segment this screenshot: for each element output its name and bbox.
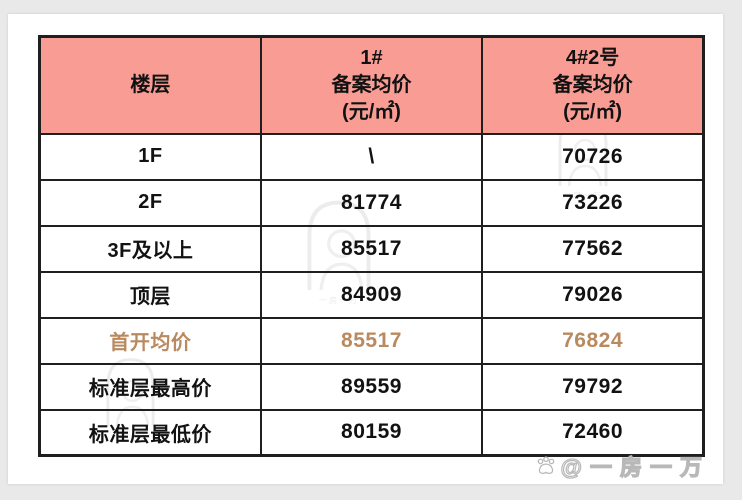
table-row-standard-floor-max: 标准层最高价 89559 79792 bbox=[38, 362, 705, 411]
paw-icon bbox=[537, 456, 554, 475]
table-row-top-floor: 顶层 84909 79026 bbox=[38, 270, 705, 319]
footer-watermark: @一房一万 bbox=[535, 450, 710, 482]
floor-label-cell: 3F及以上 bbox=[38, 224, 262, 273]
price-cell: 79792 bbox=[481, 362, 705, 411]
table-header-row: 楼层 1# 备案均价 (元/㎡) 4#2号 备案均价 (元/㎡) bbox=[38, 35, 705, 135]
content-card: 一房一万 一房一万 一房一万 楼层 1# 备案均价 ( bbox=[8, 14, 723, 484]
header-cell-floor: 楼层 bbox=[38, 35, 262, 135]
table-row-first-launch-avg: 首开均价 85517 76824 bbox=[38, 316, 705, 365]
table-row-3f-and-above: 3F及以上 85517 77562 bbox=[38, 224, 705, 273]
floor-label-cell: 顶层 bbox=[38, 270, 262, 319]
floor-label-cell: 2F bbox=[38, 178, 262, 227]
price-cell: 73226 bbox=[481, 178, 705, 227]
floor-label-cell: 标准层最高价 bbox=[38, 362, 262, 411]
price-table: 楼层 1# 备案均价 (元/㎡) 4#2号 备案均价 (元/㎡) 1F \ 70… bbox=[38, 35, 705, 457]
price-cell: 76824 bbox=[481, 316, 705, 365]
watermark-text: @一房一万 bbox=[560, 454, 710, 480]
price-cell: 77562 bbox=[481, 224, 705, 273]
table-row-1f: 1F \ 70726 bbox=[38, 132, 705, 181]
header-floor-label: 楼层 bbox=[130, 73, 171, 96]
floor-label-cell: 1F bbox=[38, 132, 262, 181]
price-cell: 85517 bbox=[259, 224, 484, 273]
price-cell: 89559 bbox=[259, 362, 484, 411]
price-cell: 81774 bbox=[259, 178, 484, 227]
price-cell: \ bbox=[259, 132, 484, 181]
table-row-standard-floor-min: 标准层最低价 80159 72460 bbox=[38, 408, 705, 457]
price-cell: 72460 bbox=[481, 408, 705, 457]
floor-label-cell: 首开均价 bbox=[38, 316, 262, 365]
header-cell-building-1: 1# 备案均价 (元/㎡) bbox=[259, 35, 484, 135]
price-cell: 84909 bbox=[259, 270, 484, 319]
header-cell-building-4-2: 4#2号 备案均价 (元/㎡) bbox=[481, 35, 705, 135]
price-cell: 70726 bbox=[481, 132, 705, 181]
price-cell: 80159 bbox=[259, 408, 484, 457]
floor-label-cell: 标准层最低价 bbox=[38, 408, 262, 457]
price-cell: 79026 bbox=[481, 270, 705, 319]
price-cell: 85517 bbox=[259, 316, 484, 365]
table-row-2f: 2F 81774 73226 bbox=[38, 178, 705, 227]
